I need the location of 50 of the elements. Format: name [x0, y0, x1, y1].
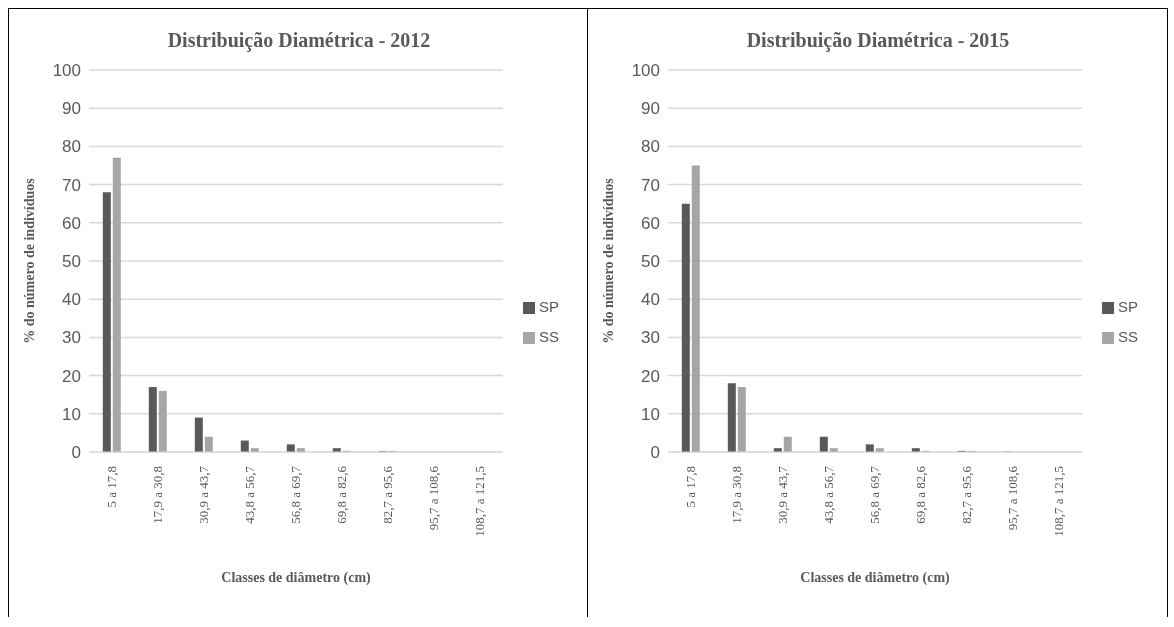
- x-tick-label: 5 a 17,8: [683, 466, 699, 508]
- y-tick-label: 100: [631, 61, 660, 81]
- y-tick-label: 100: [52, 61, 81, 81]
- chart-title: Distribuição Diamétrica - 2012: [166, 28, 432, 52]
- y-tick-label: 70: [641, 175, 660, 195]
- y-tick-label: 70: [62, 175, 81, 195]
- x-tick-label: 108,7 a 121,5: [1051, 466, 1067, 537]
- y-tick-label: 10: [62, 404, 81, 424]
- x-tick-label: 5 a 17,8: [104, 466, 120, 508]
- y-tick-label: 60: [641, 213, 660, 233]
- y-tick-label: 50: [62, 252, 81, 272]
- x-tick-label: 69,8 a 82,6: [913, 465, 929, 524]
- y-tick-label: 10: [641, 404, 660, 424]
- x-tick-label: 56,8 a 69,7: [867, 465, 883, 524]
- x-tick-label: 30,9 a 43,7: [196, 465, 212, 524]
- x-tick-label: 17,9 a 30,8: [729, 466, 745, 524]
- y-tick-label: 40: [641, 290, 660, 310]
- x-tick-label: 82,7 a 95,6: [380, 465, 396, 524]
- y-tick-label: 0: [71, 443, 81, 463]
- chart-title: Distribuição Diamétrica - 2015: [745, 28, 1011, 52]
- y-tick-label: 30: [62, 328, 81, 348]
- x-tick-label: 30,9 a 43,7: [775, 465, 791, 524]
- y-tick-label: 20: [62, 366, 81, 386]
- y-tick-label: 40: [62, 290, 81, 310]
- x-tick-label: 108,7 a 121,5: [472, 466, 488, 537]
- y-tick-label: 80: [62, 137, 81, 157]
- y-tick-label: 60: [62, 213, 81, 233]
- y-tick-label: 90: [641, 99, 660, 119]
- x-tick-label: 95,7 a 108,6: [1005, 465, 1021, 531]
- y-tick-label: 50: [641, 252, 660, 272]
- legend-label: SP: [1117, 298, 1138, 315]
- x-tick-label: 95,7 a 108,6: [426, 465, 442, 531]
- x-tick-label: 43,8 a 56,7: [242, 465, 258, 524]
- legend-label: SS: [1117, 328, 1138, 345]
- y-tick-label: 30: [641, 328, 660, 348]
- legend-label: SS: [538, 328, 559, 345]
- x-tick-label: 69,8 a 82,6: [334, 465, 350, 524]
- x-tick-label: 82,7 a 95,6: [959, 465, 975, 524]
- y-tick-label: 20: [641, 366, 660, 386]
- x-axis-title: Classes de diâmetro (cm): [221, 570, 372, 586]
- y-axis-title: % do número de indivíduos: [600, 177, 616, 344]
- legend-label: SP: [538, 298, 559, 315]
- x-tick-label: 56,8 a 69,7: [288, 465, 304, 524]
- y-tick-label: 90: [62, 99, 81, 119]
- y-axis-title: % do número de indivíduos: [21, 177, 37, 344]
- x-tick-label: 43,8 a 56,7: [821, 465, 837, 524]
- x-axis-title: Classes de diâmetro (cm): [800, 570, 951, 586]
- x-tick-label: 17,9 a 30,8: [150, 466, 166, 524]
- y-tick-label: 80: [641, 137, 660, 157]
- y-tick-label: 0: [650, 443, 660, 463]
